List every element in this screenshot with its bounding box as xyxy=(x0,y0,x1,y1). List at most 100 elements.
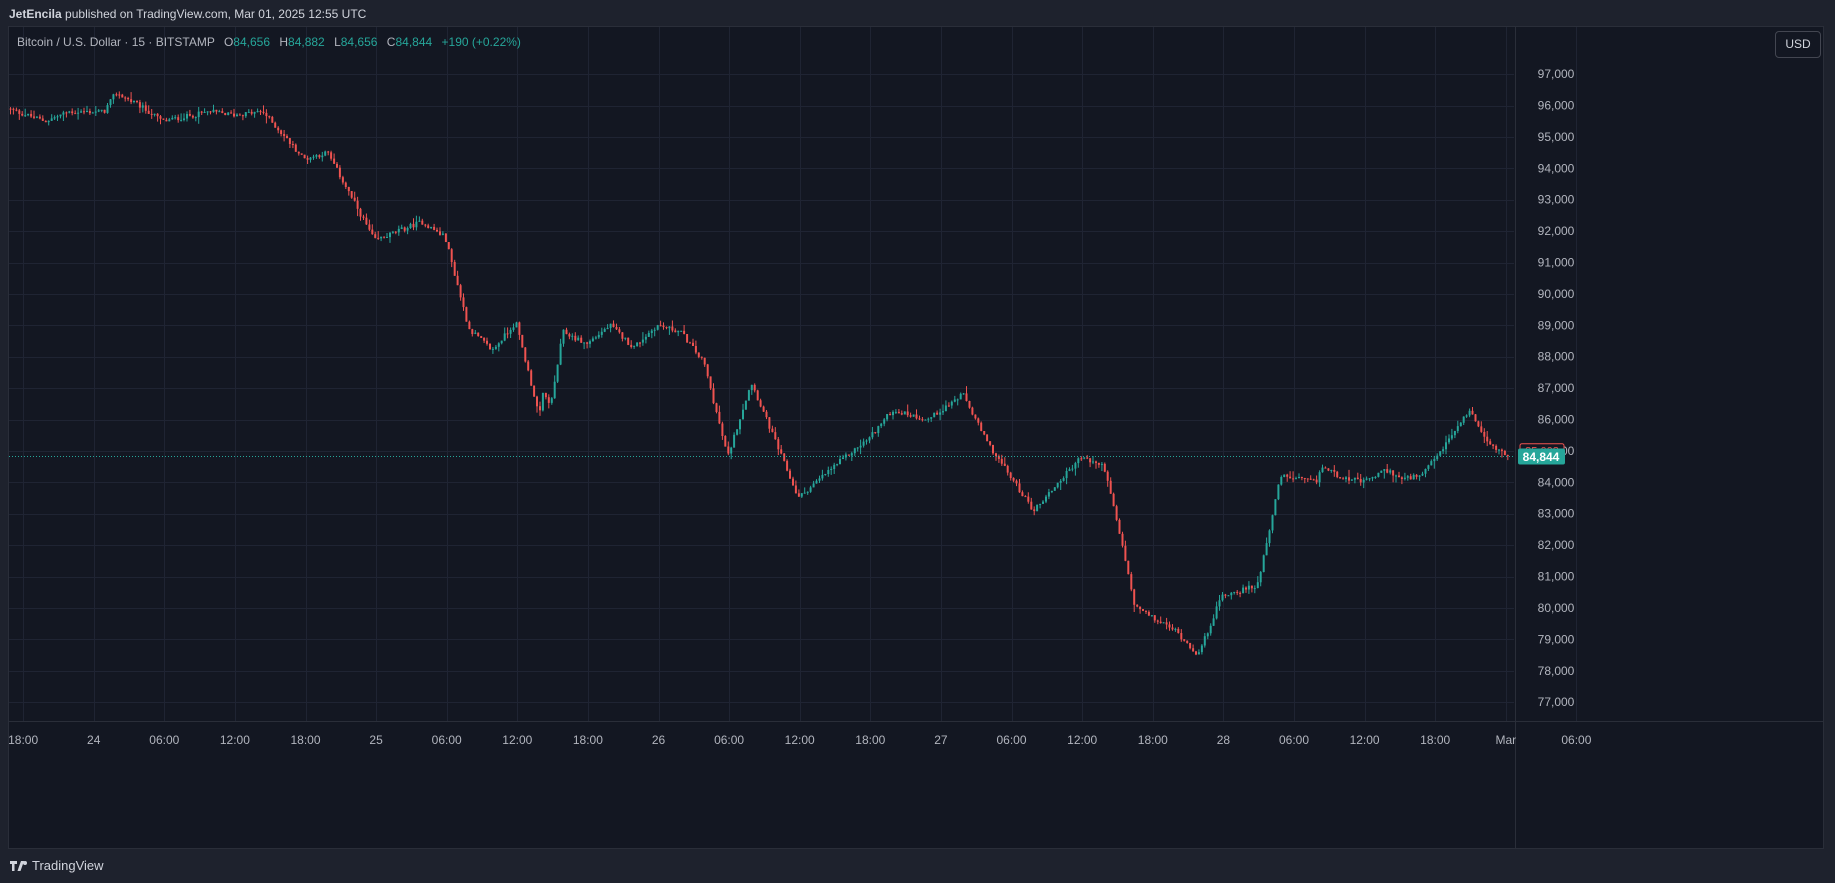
candle-body xyxy=(474,332,477,334)
time-axis-label: 06:00 xyxy=(1279,733,1309,747)
candle-body xyxy=(912,414,915,417)
candle-body xyxy=(386,237,388,238)
candle-body xyxy=(995,453,997,456)
candle-body xyxy=(1271,515,1274,531)
candle-body xyxy=(600,331,603,335)
candle-body xyxy=(480,336,483,338)
candle-body xyxy=(1083,457,1086,459)
price-axis-label: 84,000 xyxy=(1538,475,1575,489)
chart-frame xyxy=(8,26,1824,849)
time-axis-label: 27 xyxy=(934,733,948,747)
candle-body xyxy=(1453,431,1456,436)
candle-body xyxy=(1142,609,1144,611)
candle-body xyxy=(756,390,759,401)
candle-body xyxy=(780,449,783,454)
low-value: 84,656 xyxy=(340,35,378,49)
candle-body xyxy=(1371,477,1374,479)
candle-body xyxy=(574,335,577,341)
candle-body xyxy=(859,445,862,448)
candle-body xyxy=(259,111,262,113)
candle-body xyxy=(1024,496,1027,498)
candle-body xyxy=(1421,473,1424,476)
candle-body xyxy=(1206,633,1209,637)
candle-body xyxy=(391,231,394,233)
candle-body xyxy=(1233,591,1236,593)
candle-body xyxy=(371,229,374,235)
candle-body xyxy=(786,460,789,471)
candle-body xyxy=(544,393,547,398)
candle-body xyxy=(338,167,341,178)
candle-body xyxy=(415,221,418,228)
candle-body xyxy=(1350,479,1353,481)
candle-body xyxy=(65,112,68,114)
symbol-label[interactable]: Bitcoin / U.S. Dollar · 15 · BITSTAMP xyxy=(17,35,215,49)
price-chart[interactable]: 97,000 96,000 95,000 94,000 93,000 92,000 91,0… xyxy=(9,27,1824,848)
candle-body xyxy=(200,111,203,113)
candle-body xyxy=(1145,610,1147,612)
price-axis-label: 91,000 xyxy=(1538,256,1575,270)
candle-body xyxy=(297,151,300,154)
candle-body xyxy=(250,111,253,114)
candle-body xyxy=(1374,476,1377,478)
candle-body xyxy=(665,327,668,329)
candle-body xyxy=(1030,501,1033,510)
candle-body xyxy=(347,187,350,192)
time-axis-label: 12:00 xyxy=(502,733,532,747)
candle-body xyxy=(1459,422,1462,427)
tradingview-logo[interactable]: TradingView xyxy=(10,858,104,873)
candle-body xyxy=(350,191,353,198)
candle-body xyxy=(71,111,74,114)
candle-body xyxy=(706,364,709,377)
candle-body xyxy=(271,116,274,123)
candle-body xyxy=(1495,445,1498,450)
candle-body xyxy=(1348,477,1350,481)
candle-body xyxy=(183,118,185,120)
candle-body xyxy=(194,117,197,119)
candle-body xyxy=(577,337,580,341)
candle-body xyxy=(715,403,718,412)
candle-body xyxy=(944,405,947,412)
candle-body xyxy=(1430,461,1433,466)
candle-body xyxy=(59,114,62,117)
time-axis-label: 24 xyxy=(87,733,101,747)
candle-body xyxy=(1112,493,1115,507)
candle-body xyxy=(774,432,777,440)
candle-body xyxy=(356,200,359,209)
candle-body xyxy=(1289,476,1292,479)
candle-body xyxy=(380,236,383,239)
candle-body xyxy=(1227,595,1230,597)
candle-body xyxy=(153,113,156,115)
candle-body xyxy=(1465,415,1468,417)
candle-body xyxy=(1468,410,1471,416)
candle-body xyxy=(977,418,980,423)
candle-body xyxy=(1312,479,1315,481)
candle-body xyxy=(394,231,397,233)
candle-body xyxy=(486,340,488,344)
price-axis-label: 92,000 xyxy=(1538,224,1575,238)
candle-body xyxy=(1230,592,1233,596)
candle-body xyxy=(630,344,633,347)
candle-body xyxy=(1306,478,1309,480)
candle-body xyxy=(936,412,939,415)
candle-body xyxy=(683,330,686,334)
candle-body xyxy=(1092,461,1094,463)
candle-body xyxy=(236,114,238,117)
currency-button[interactable]: USD xyxy=(1775,31,1821,58)
candle-body xyxy=(930,417,933,419)
candle-body xyxy=(1000,458,1003,464)
candle-body xyxy=(1462,416,1465,423)
candle-body xyxy=(747,390,750,401)
price-axis-label: 77,000 xyxy=(1538,695,1575,709)
candle-body xyxy=(18,110,21,114)
candle-body xyxy=(1409,476,1412,480)
candle-body xyxy=(759,400,762,407)
candle-body xyxy=(562,329,565,344)
current-price-tag xyxy=(1518,448,1565,465)
candle-body xyxy=(821,474,824,479)
candle-body xyxy=(1359,479,1362,483)
candle-body xyxy=(277,127,280,131)
publisher-name[interactable]: JetEncila xyxy=(9,7,62,21)
candle-body xyxy=(94,111,97,113)
candle-body xyxy=(1212,618,1215,626)
candle-body xyxy=(515,322,518,328)
